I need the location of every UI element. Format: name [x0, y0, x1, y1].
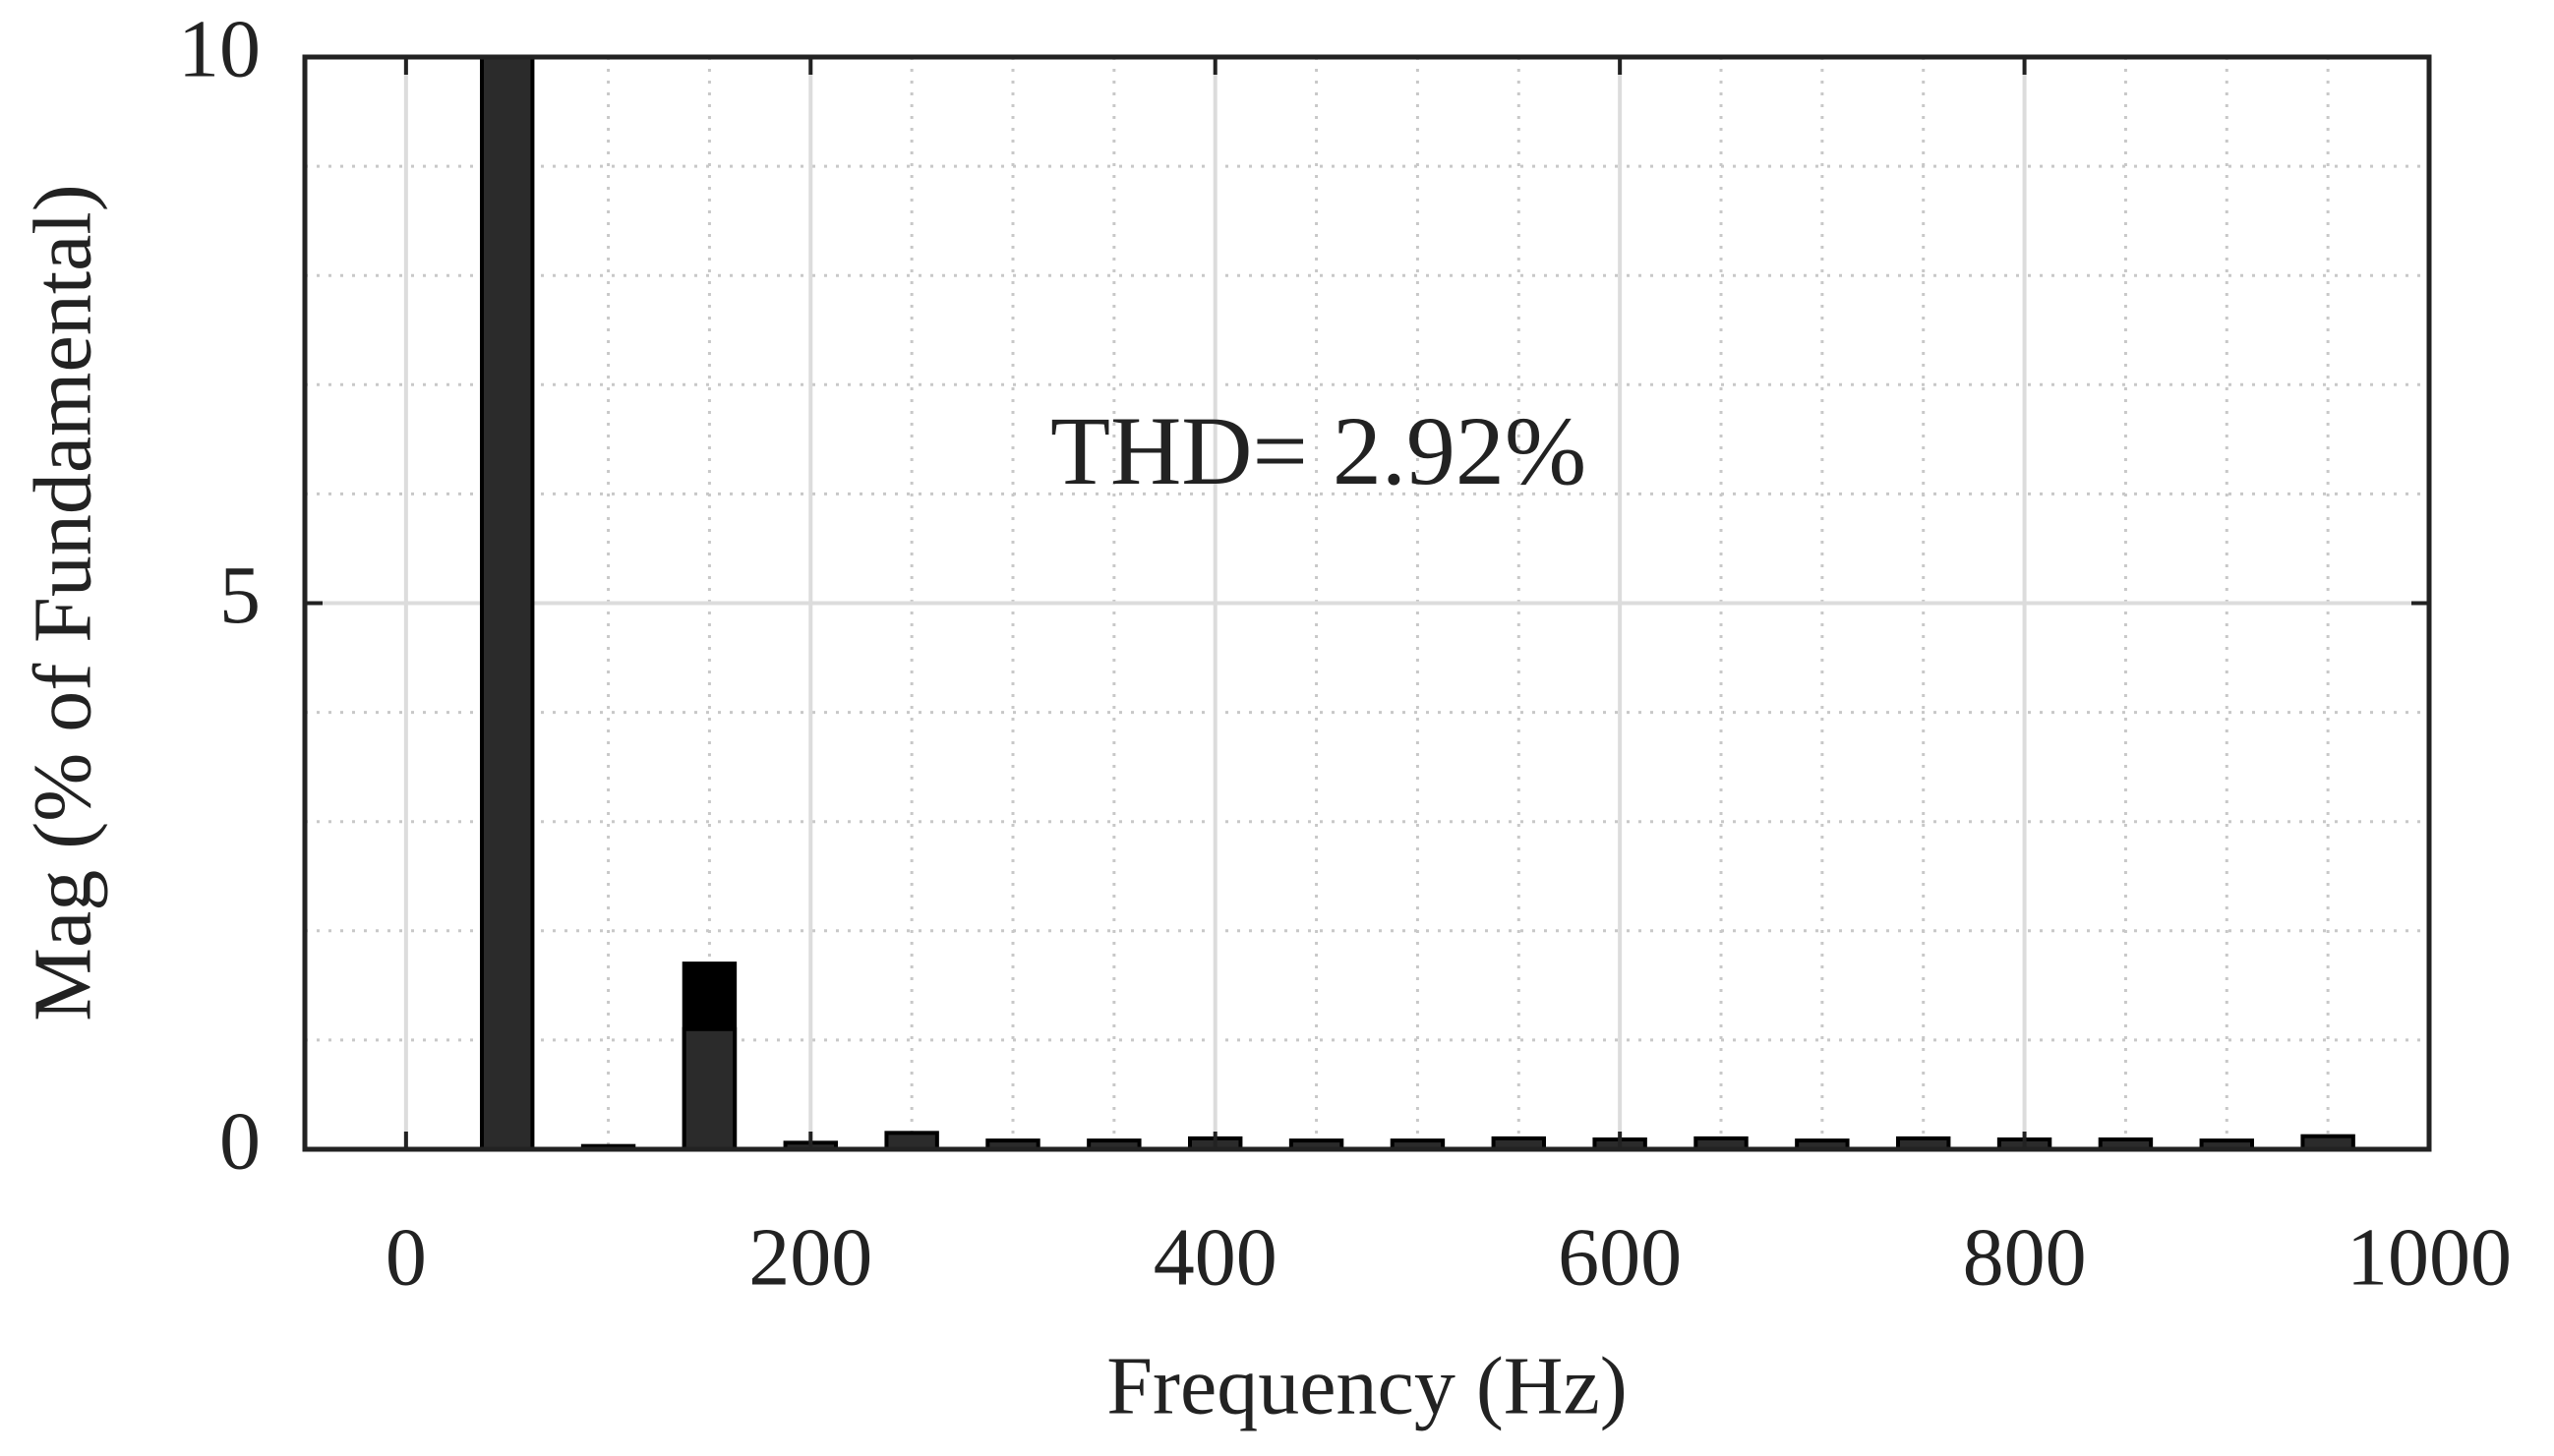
y-tick-label: 0 [219, 1095, 261, 1187]
bar [1288, 1138, 1344, 1149]
x-axis-label: Frequency (Hz) [1106, 1340, 1627, 1431]
x-tick-label: 1000 [2346, 1211, 2512, 1303]
bar [1390, 1138, 1446, 1149]
x-tick-label: 400 [1154, 1211, 1277, 1303]
x-tick-label: 600 [1558, 1211, 1682, 1303]
x-tick-label: 0 [386, 1211, 427, 1303]
x-tick-label: 200 [748, 1211, 872, 1303]
bar [985, 1138, 1040, 1149]
bar [1693, 1136, 1749, 1149]
x-tick-label: 800 [1963, 1211, 2087, 1303]
bar [480, 57, 535, 1149]
y-tick-label: 10 [178, 3, 261, 94]
bar [1896, 1136, 1951, 1149]
bars [480, 57, 2355, 1149]
bar [682, 1026, 738, 1149]
annotation: THD= 2.92% [1050, 396, 1586, 505]
y-tick-label: 5 [219, 550, 261, 641]
grid [305, 55, 2431, 1151]
bar [1795, 1138, 1850, 1149]
bar [2199, 1138, 2255, 1149]
y-axis-label: Mag (% of Fundamental) [17, 184, 108, 1020]
bar [1087, 1138, 1142, 1149]
bar [1491, 1136, 1546, 1149]
